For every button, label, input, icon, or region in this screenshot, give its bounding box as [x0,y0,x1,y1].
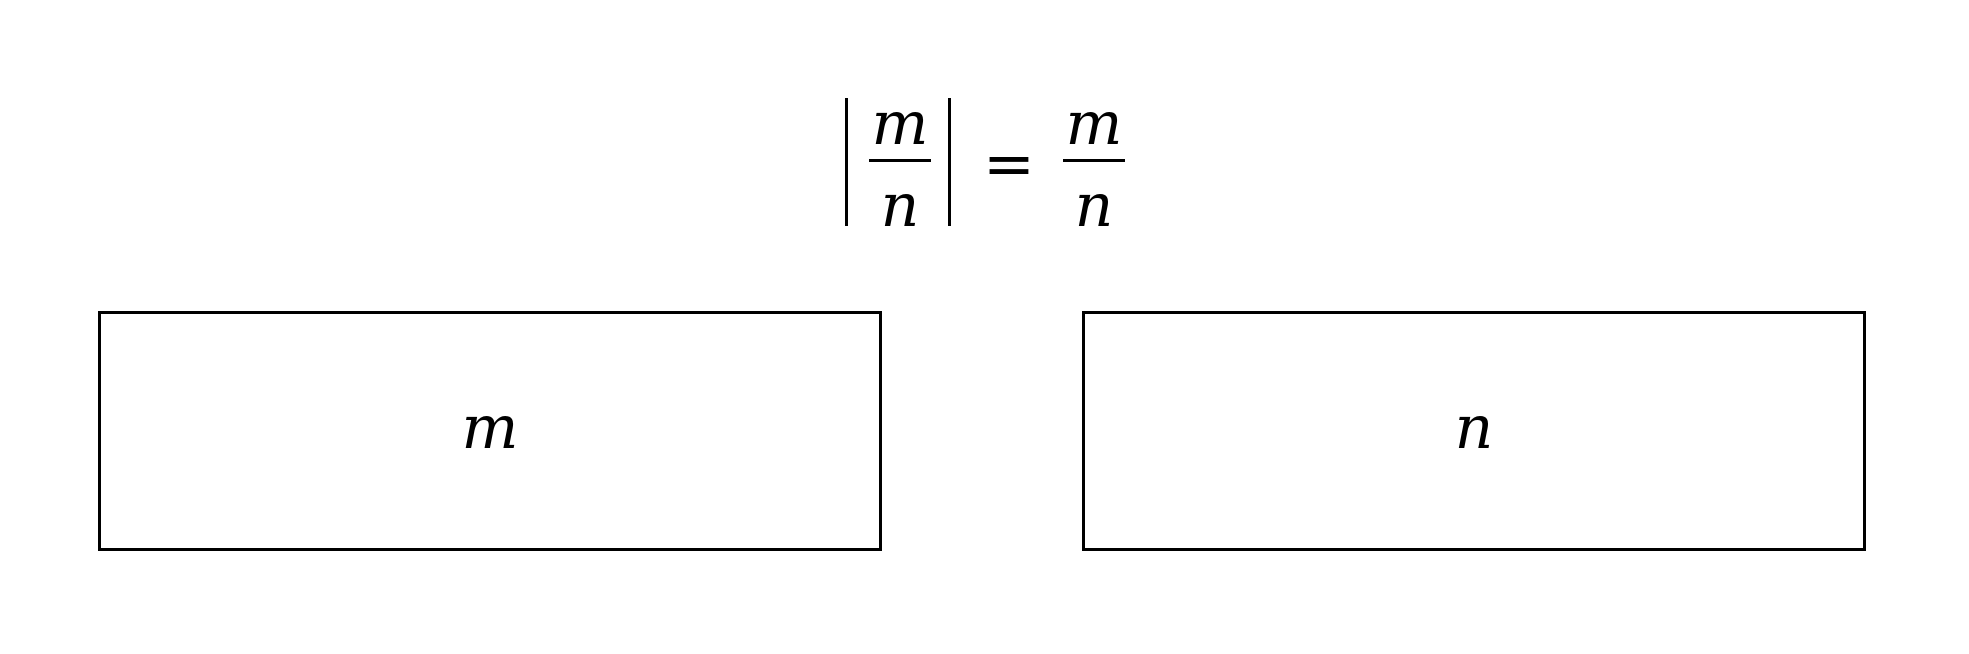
fraction-denominator: n [1074,171,1114,241]
fraction-bar [1063,159,1125,162]
fraction-numerator: m [1065,89,1123,159]
numerator-box: m [98,311,882,551]
absolute-value-left-bar [845,98,848,226]
box-label: m [461,393,519,463]
fraction-numerator: m [871,89,929,159]
box-label: n [1454,393,1494,463]
fraction-inside-absolute-value: m n [867,89,933,236]
equals-sign: = [983,127,1035,200]
absolute-value-equation: m n = m n [845,89,1127,236]
result-fraction: m n [1061,89,1127,236]
fraction-bar [869,159,931,162]
absolute-value-right-bar [948,98,951,226]
denominator-box: n [1082,311,1866,551]
fraction-denominator: n [880,171,920,241]
